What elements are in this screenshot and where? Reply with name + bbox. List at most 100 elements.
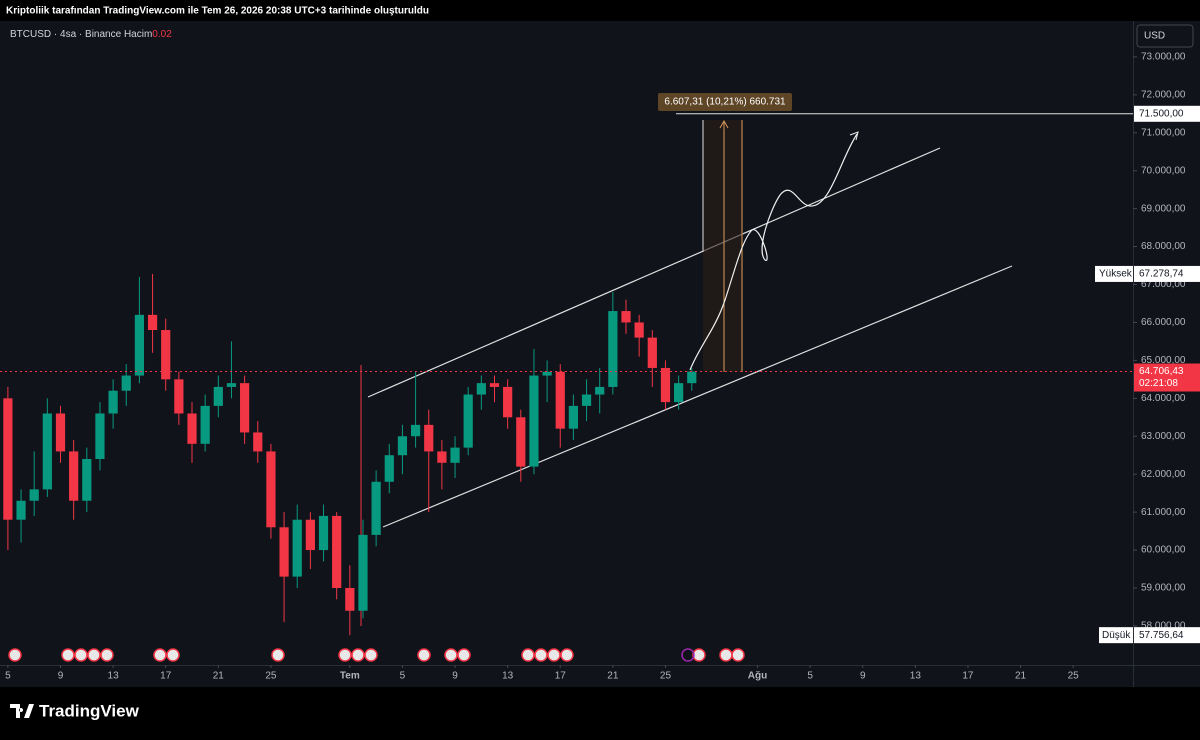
y-tick-label: 59.000,00 — [1141, 583, 1186, 594]
candle-body — [292, 519, 302, 577]
y-tick-label: 69.000,00 — [1141, 203, 1186, 214]
event-icon — [560, 648, 574, 662]
measure-label: 6.607,31 (10,21%) 660.731 — [664, 97, 786, 108]
candle-body — [424, 424, 434, 452]
candle-body — [621, 311, 631, 323]
candle-body — [42, 413, 52, 490]
candle-body — [358, 534, 368, 611]
currency: USD — [1144, 31, 1165, 42]
y-tick-label: 67.000,00 — [1141, 279, 1186, 290]
candle-body — [200, 405, 210, 444]
candle-body — [410, 424, 421, 437]
candle-body — [108, 390, 118, 414]
target-label-box — [1134, 105, 1200, 122]
event-icon — [87, 648, 101, 662]
candle-body — [687, 371, 697, 384]
candle-body — [226, 383, 237, 387]
event-icon — [271, 648, 285, 662]
candle-body — [174, 379, 184, 414]
candle-body — [647, 337, 657, 368]
candle-body — [279, 527, 289, 577]
y-tick-label: 61.000,00 — [1141, 507, 1186, 518]
event-icon — [457, 648, 471, 662]
candle-body — [345, 587, 355, 611]
event-icon — [338, 648, 352, 662]
candle-body — [674, 383, 684, 403]
candle-body — [634, 322, 644, 338]
candle-body — [82, 459, 92, 501]
target-label: 71.500,00 — [1139, 108, 1184, 119]
y-tick-label: 73.000,00 — [1141, 52, 1186, 63]
exchange: Binance — [85, 29, 122, 40]
x-tick-label: 25 — [1068, 671, 1080, 682]
candle-body — [95, 413, 105, 460]
candle-body — [55, 413, 66, 452]
event-icon — [547, 648, 561, 662]
x-tick-label: Tem — [340, 671, 360, 682]
candle-body — [16, 500, 26, 520]
x-tick-label: 9 — [860, 671, 866, 682]
event-icon — [351, 648, 365, 662]
high-label-box — [1134, 265, 1200, 282]
y-tick-label: 66.000,00 — [1141, 317, 1186, 328]
y-tick-label: 58.000,00 — [1141, 621, 1186, 632]
candle-body — [542, 371, 552, 376]
candle-body — [161, 330, 171, 380]
y-tick-label: 63.000,00 — [1141, 431, 1186, 442]
footer — [0, 688, 1200, 735]
y-tick-label: 68.000,00 — [1141, 241, 1186, 252]
candle-body — [529, 375, 539, 467]
candle-body — [568, 405, 579, 429]
measure-box — [658, 93, 792, 111]
event-icon — [8, 648, 22, 662]
candle-body — [266, 451, 276, 528]
event-icon — [534, 648, 548, 662]
event-icon — [681, 648, 695, 662]
x-tick-label: 13 — [910, 671, 922, 682]
symbol: BTCUSD — [10, 29, 51, 40]
candle-body — [332, 515, 342, 588]
sep: · — [51, 29, 60, 40]
high-name-box — [1095, 265, 1133, 282]
events — [8, 648, 745, 662]
y-tick-label: 60.000,00 — [1141, 545, 1186, 556]
x-tick-label: 21 — [607, 671, 619, 682]
candle-body — [489, 383, 500, 387]
candle-body — [3, 398, 13, 520]
last-price-box — [1134, 363, 1200, 392]
high-label: 67.278,74 — [1139, 269, 1184, 280]
low-name-box — [1099, 627, 1133, 644]
countdown: 02:21:08 — [1139, 378, 1178, 389]
event-icon — [74, 648, 88, 662]
x-tick-label: Ağu — [748, 671, 767, 682]
event-icon — [692, 648, 706, 662]
brand: TradingView — [39, 701, 140, 720]
x-tick-label: 5 — [807, 671, 813, 682]
event-icon — [417, 648, 431, 662]
currency-box[interactable] — [1136, 24, 1194, 48]
volume-name: Hacim — [124, 29, 152, 40]
x-tick-label: 17 — [555, 671, 567, 682]
measure-area — [703, 120, 743, 372]
low-label: 57.756,64 — [1139, 630, 1184, 641]
event-icon — [166, 648, 180, 662]
x-tick-label: 13 — [108, 671, 120, 682]
candle-body — [437, 451, 447, 463]
y-tick-label: 70.000,00 — [1141, 165, 1186, 176]
event-icon — [153, 648, 167, 662]
y-tick-label: 72.000,00 — [1141, 89, 1186, 100]
event-icon — [444, 648, 458, 662]
event-icon — [100, 648, 114, 662]
x-tick-label: 17 — [962, 671, 974, 682]
last-price-label: 64.706,43 — [1139, 366, 1184, 377]
x-tick-label: 25 — [265, 671, 277, 682]
candle-body — [463, 394, 473, 448]
high-name: Yüksek — [1099, 269, 1133, 280]
x-tick-label: 25 — [660, 671, 672, 682]
candle-body — [29, 489, 39, 501]
candle-body — [384, 455, 394, 482]
x-tick-label: 17 — [160, 671, 172, 682]
candle-body — [581, 394, 592, 406]
